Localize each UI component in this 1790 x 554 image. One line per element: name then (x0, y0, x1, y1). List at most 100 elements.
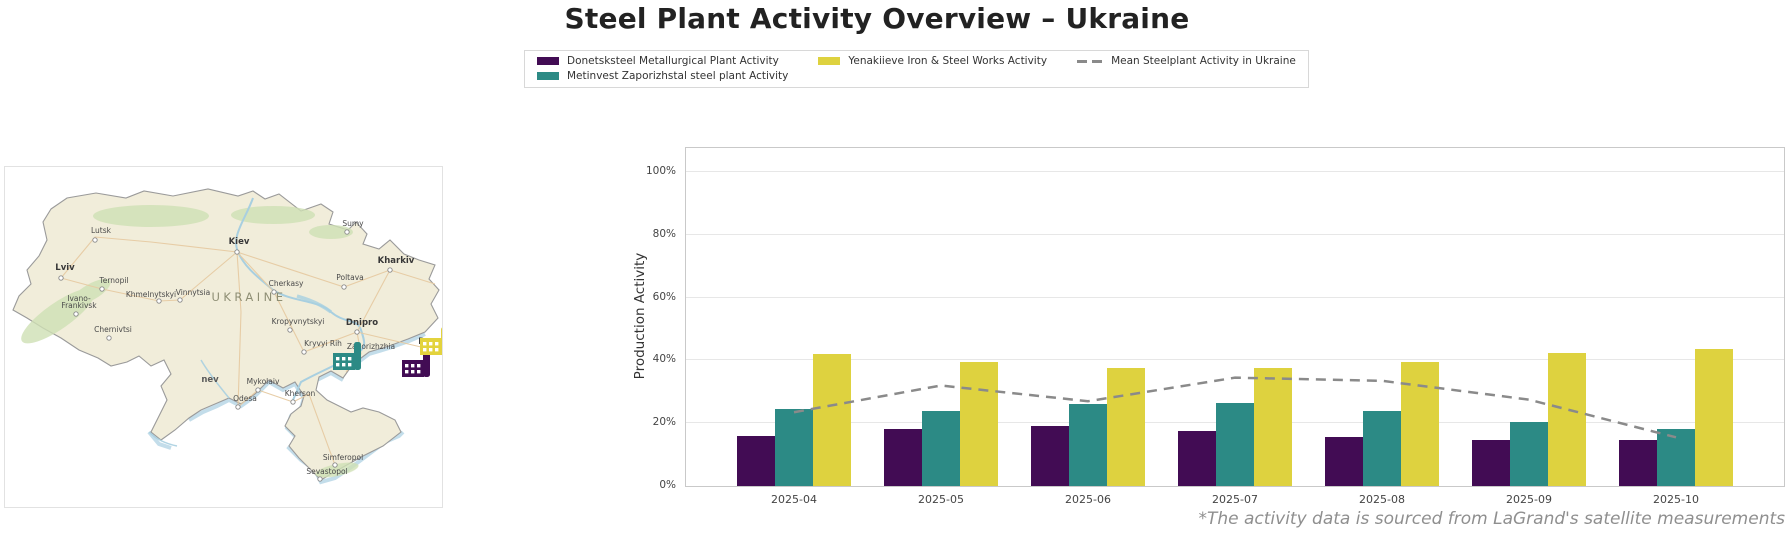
page-title: Steel Plant Activity Overview – Ukraine (564, 2, 1190, 35)
legend-item[interactable]: Mean Steelplant Activity in Ukraine (1077, 55, 1296, 67)
city-marker (341, 284, 347, 290)
activity-bar[interactable] (1254, 368, 1292, 486)
x-tick-label: 2025-09 (1506, 493, 1552, 506)
activity-bar[interactable] (813, 354, 851, 486)
chart-legend: Donetsksteel Metallurgical Plant Activit… (524, 50, 1309, 88)
city-marker (354, 329, 360, 335)
ukraine-landmass (12, 188, 440, 481)
activity-bar[interactable] (1107, 368, 1145, 486)
city-label: Khmelnytskyi (126, 290, 176, 299)
legend-item[interactable]: Donetsksteel Metallurgical Plant Activit… (537, 55, 788, 67)
neighbor-city-label: nev (201, 375, 219, 385)
city-label: Poltava (336, 273, 364, 282)
gridline (686, 233, 1784, 235)
x-tick-label: 2025-05 (918, 493, 964, 506)
city-label: Dnipro (346, 318, 378, 328)
legend-label: Donetsksteel Metallurgical Plant Activit… (567, 55, 779, 67)
activity-bar[interactable] (1363, 410, 1401, 486)
activity-bar[interactable] (1031, 426, 1069, 486)
activity-bar[interactable] (1472, 440, 1510, 486)
city-marker (301, 349, 307, 355)
steel-plant-factory-icon[interactable]: Donetsksteel Metallurgical Plant (402, 349, 430, 377)
x-tick-label: 2025-04 (771, 493, 817, 506)
legend-color-swatch (537, 72, 559, 80)
steel-plant-factory-icon[interactable]: Metinvest Zaporizhstal steel plant (333, 342, 361, 370)
x-tick-label: 2025-08 (1359, 493, 1405, 506)
city-label: Zaporizhzhia (347, 342, 395, 351)
activity-bar[interactable] (884, 429, 922, 486)
city-label: Lutsk (91, 226, 112, 235)
x-tick-label: 2025-06 (1065, 493, 1111, 506)
city-marker (271, 289, 277, 295)
city-label: Sevastopol (306, 467, 347, 476)
city-marker (99, 286, 105, 292)
city-marker (177, 297, 183, 303)
city-label: Kherson (285, 389, 316, 398)
city-marker (58, 275, 64, 281)
y-tick-label: 40% (652, 353, 676, 366)
city-label: Simferopol (323, 453, 363, 462)
city-marker (73, 311, 79, 317)
city-label: Ternopil (98, 276, 128, 285)
activity-bar[interactable] (1178, 431, 1216, 486)
y-tick-label: 20% (652, 416, 676, 429)
city-marker (287, 327, 293, 333)
city-marker (387, 267, 393, 273)
x-tick-label: 2025-07 (1212, 493, 1258, 506)
city-label: Lviv (55, 263, 75, 273)
activity-bar[interactable] (1548, 352, 1586, 486)
y-axis-title: Production Activity (632, 252, 648, 380)
y-tick-label: 60% (652, 290, 676, 303)
activity-bar[interactable] (922, 410, 960, 486)
gridline (686, 359, 1784, 361)
city-label: Mykolaiv (247, 377, 280, 386)
legend-label: Yenakiieve Iron & Steel Works Activity (848, 55, 1048, 67)
gridline (686, 296, 1784, 298)
legend-label: Metinvest Zaporizhstal steel plant Activ… (567, 70, 789, 82)
legend-dash-swatch (1077, 59, 1103, 63)
y-tick-label: 100% (645, 165, 676, 177)
activity-bar[interactable] (737, 435, 775, 486)
city-marker (290, 399, 296, 405)
city-label: Cherkasy (269, 279, 304, 288)
legend-item[interactable]: Yenakiieve Iron & Steel Works Activity (818, 55, 1047, 67)
legend-label: Mean Steelplant Activity in Ukraine (1111, 55, 1296, 67)
legend-color-swatch (818, 57, 841, 65)
city-marker (344, 229, 350, 235)
activity-bar[interactable] (1325, 437, 1363, 486)
city-label: Kharkiv (378, 256, 415, 266)
map-canvas: UKRAINE nev Lutsk Lviv Ternopil Khmelnytskyi V… (12, 188, 442, 485)
city-label: Vinnytsia (176, 288, 211, 297)
city-label: Kryvyi Rih (304, 339, 342, 348)
legend-item[interactable]: Metinvest Zaporizhstal steel plant Activ… (537, 70, 788, 82)
activity-bar[interactable] (1695, 349, 1733, 486)
city-marker (234, 249, 240, 255)
city-marker (332, 462, 338, 468)
gridline (686, 171, 1784, 172)
activity-bar[interactable] (775, 409, 813, 486)
city-label: Ivano-Frankivsk (61, 294, 97, 310)
city-marker (255, 387, 261, 393)
city-label: Kropyvnytskyi (272, 317, 325, 326)
activity-bar-chart: 0% 20% 40% 60% 80% 100% 2025-04 2025-05 2025-06 2… (646, 147, 1785, 506)
city-marker (106, 335, 112, 341)
activity-bar[interactable] (1401, 361, 1439, 486)
activity-bar[interactable] (960, 361, 998, 486)
activity-bar[interactable] (1657, 429, 1695, 486)
city-label: Kiev (229, 237, 250, 247)
city-label: Chernivtsi (94, 325, 132, 334)
activity-bar[interactable] (1619, 440, 1657, 486)
y-tick-label: 80% (652, 227, 676, 240)
ukraine-map: UKRAINE nev Lutsk Lviv Ternopil Khmelnytskyi V… (4, 166, 443, 508)
steel-plant-factory-icon[interactable]: Yenakiieve Iron & Steel Works (420, 327, 442, 355)
source-footnote: *The activity data is sourced from LaGra… (1198, 509, 1785, 529)
city-label: Odesa (233, 394, 257, 403)
city-marker (235, 404, 241, 410)
activity-bar[interactable] (1216, 402, 1254, 486)
activity-bar[interactable] (1510, 421, 1548, 486)
legend-color-swatch (537, 57, 559, 65)
activity-bar[interactable] (1069, 404, 1107, 486)
x-tick-label: 2025-10 (1653, 493, 1699, 506)
city-marker (317, 476, 323, 482)
